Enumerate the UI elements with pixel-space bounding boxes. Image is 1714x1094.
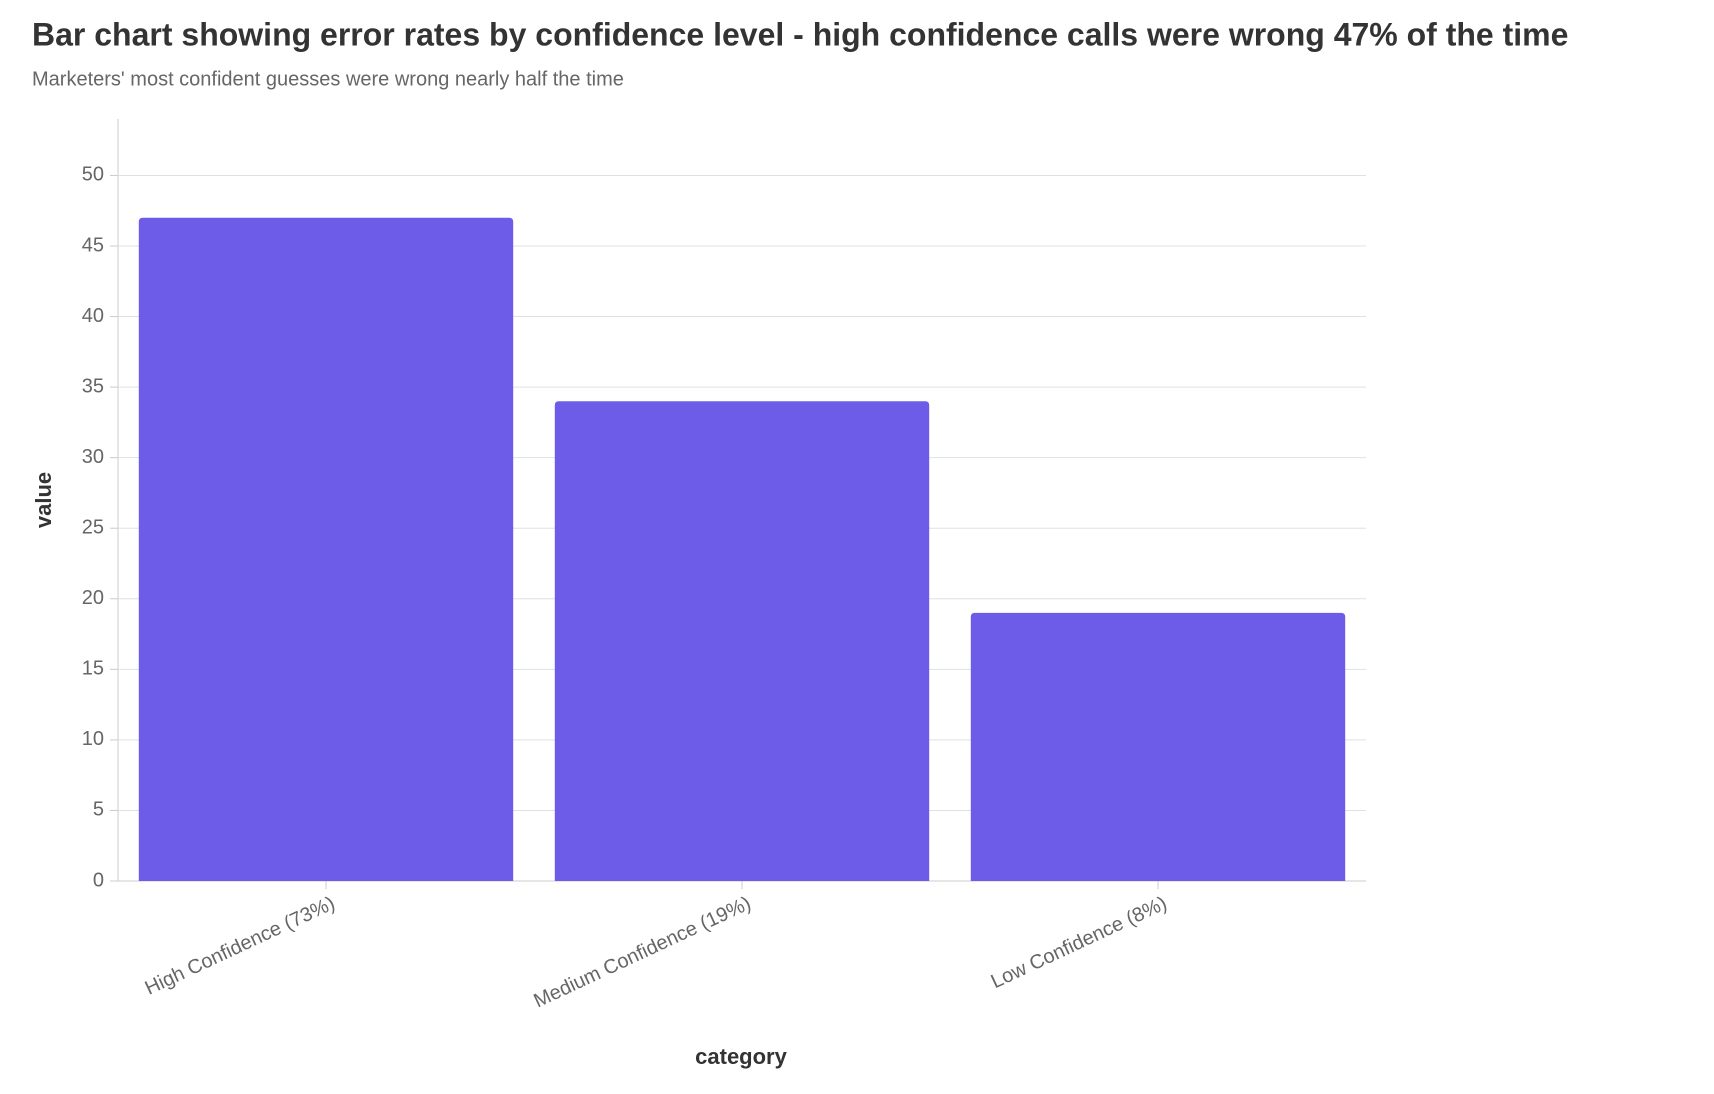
- bar: [970, 612, 1346, 881]
- x-axis-label: category: [695, 1044, 787, 1069]
- chart-subtitle: Marketers' most confident guesses were w…: [32, 68, 624, 90]
- y-tick-label: 25: [82, 517, 104, 539]
- y-tick-label: 45: [82, 234, 104, 256]
- x-tick-label: Medium Confidence (19%): [530, 892, 754, 1012]
- y-tick-label: 20: [82, 587, 104, 609]
- bar: [554, 401, 930, 881]
- y-tick-label: 0: [93, 869, 104, 891]
- bar: [138, 217, 514, 881]
- y-tick-label: 5: [93, 799, 104, 821]
- y-tick-label: 40: [82, 305, 104, 327]
- y-axis-label: value: [31, 472, 56, 528]
- y-tick-label: 15: [82, 658, 104, 680]
- x-tick-label: Low Confidence (8%): [988, 892, 1171, 993]
- y-tick-label: 35: [82, 375, 104, 397]
- y-tick-label: 30: [82, 446, 104, 468]
- x-tick-label: High Confidence (73%): [142, 892, 339, 999]
- y-tick-label: 50: [82, 164, 104, 186]
- chart-title: Bar chart showing error rates by confide…: [32, 16, 1568, 52]
- y-tick-label: 10: [82, 728, 104, 750]
